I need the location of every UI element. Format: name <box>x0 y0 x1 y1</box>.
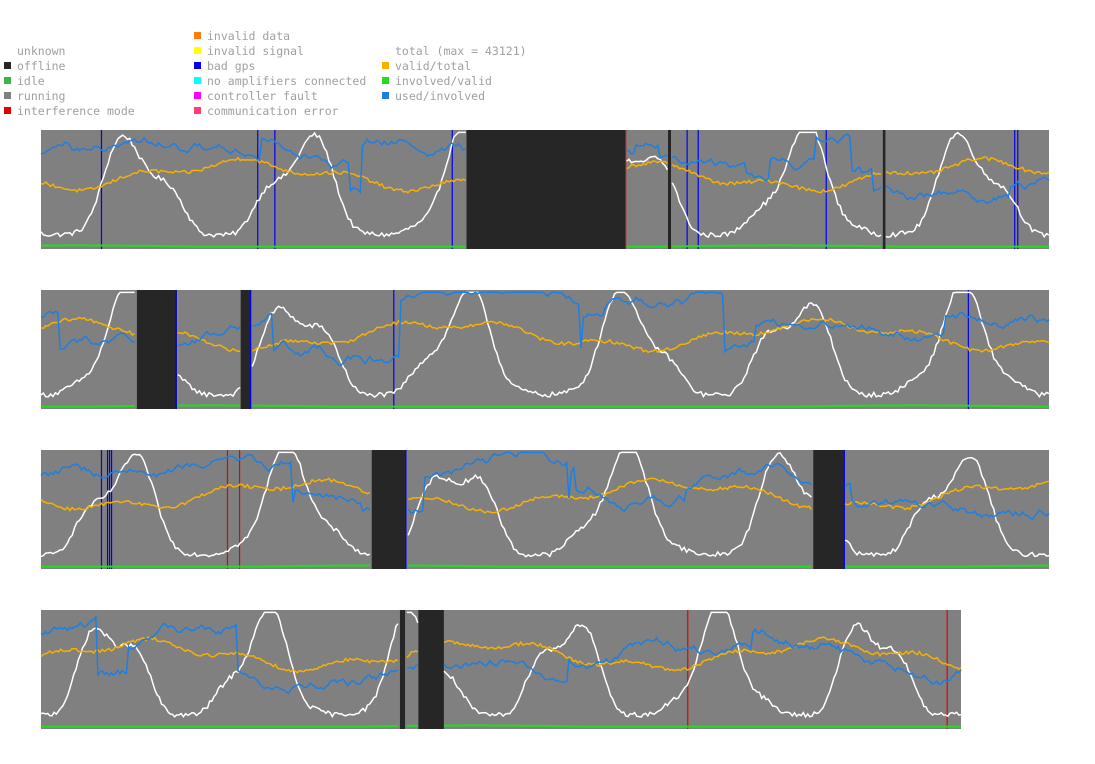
status-segment-offline <box>371 450 406 569</box>
status-segment-running <box>177 290 241 409</box>
series-line-used-involved <box>40 615 962 695</box>
legend-label: no amplifiers connected <box>207 74 367 88</box>
legend-swatch-total <box>382 47 389 54</box>
series-line-valid-total <box>40 156 1050 194</box>
status-segment-running <box>405 610 419 729</box>
legend-label: controller fault <box>207 89 318 103</box>
panel-3 <box>40 450 1050 569</box>
legend-label: idle <box>17 74 45 88</box>
legend-label: invalid data <box>207 29 291 43</box>
legend-swatch-usedinvolved <box>382 92 389 99</box>
status-segment-offline <box>813 450 845 569</box>
legend-label: total (max = 43121) <box>395 44 527 58</box>
series-line-valid-total <box>40 636 962 674</box>
series-line-used-involved <box>40 451 1050 521</box>
series-line-used-involved <box>40 291 1050 366</box>
legend-swatch-no <box>194 77 201 84</box>
status-segment-offline <box>418 610 444 729</box>
status-segment-running <box>885 130 1049 249</box>
legend-swatch-unknown <box>4 47 11 54</box>
legend-swatch-validtotal <box>382 62 389 69</box>
legend-label: bad gps <box>207 59 256 73</box>
status-segment-running <box>41 290 137 409</box>
legend-swatch-invalid <box>194 47 201 54</box>
legend-label: unknown <box>17 44 66 58</box>
panel-2 <box>40 290 1050 409</box>
status-segment-running <box>443 610 962 729</box>
legend-swatch-bad <box>194 62 201 69</box>
legend-label: interference mode <box>17 104 135 118</box>
status-segment-offline <box>240 290 251 409</box>
legend-swatch-invalid <box>194 32 201 39</box>
series-line-total <box>40 451 1050 558</box>
legend-label: running <box>17 89 66 103</box>
series-line-total <box>40 291 1050 399</box>
series-line-involved-valid <box>40 244 1049 248</box>
status-segment-offline <box>882 130 886 249</box>
series-line-total <box>40 611 962 719</box>
panel-4 <box>40 610 962 729</box>
legend-swatch-idle <box>4 77 11 84</box>
legend-swatch-communication <box>194 107 201 114</box>
status-segment-running <box>41 450 372 569</box>
series-line-valid-total <box>40 316 1050 354</box>
legend-swatch-running <box>4 92 11 99</box>
series-line-involved-valid <box>41 404 1049 408</box>
status-segment-running <box>844 450 1049 569</box>
legend-swatch-involvedvalid <box>382 77 389 84</box>
series-line-used-involved <box>40 133 1050 205</box>
legend-label: communication error <box>207 104 339 118</box>
series-line-involved-valid <box>41 564 1050 568</box>
status-segment-offline <box>136 290 178 409</box>
panel-1 <box>40 130 1050 249</box>
status-segment-offline <box>466 130 626 249</box>
legend-swatch-controller <box>194 92 201 99</box>
legend-label: valid/total <box>395 59 472 73</box>
legend-swatch-offline <box>4 62 11 69</box>
status-segment-offline <box>667 130 671 249</box>
legend-label: invalid signal <box>207 44 304 58</box>
legend-label: involved/valid <box>395 74 492 88</box>
legend-label: used/involved <box>395 89 486 103</box>
status-segment-running <box>625 130 668 249</box>
status-segment-running <box>250 290 1049 409</box>
legend-swatch-interference <box>4 107 11 114</box>
series-line-total <box>40 131 1050 239</box>
series-line-involved-valid <box>41 724 961 728</box>
status-segment-offline <box>399 610 406 729</box>
legend-label: offline <box>17 59 66 73</box>
